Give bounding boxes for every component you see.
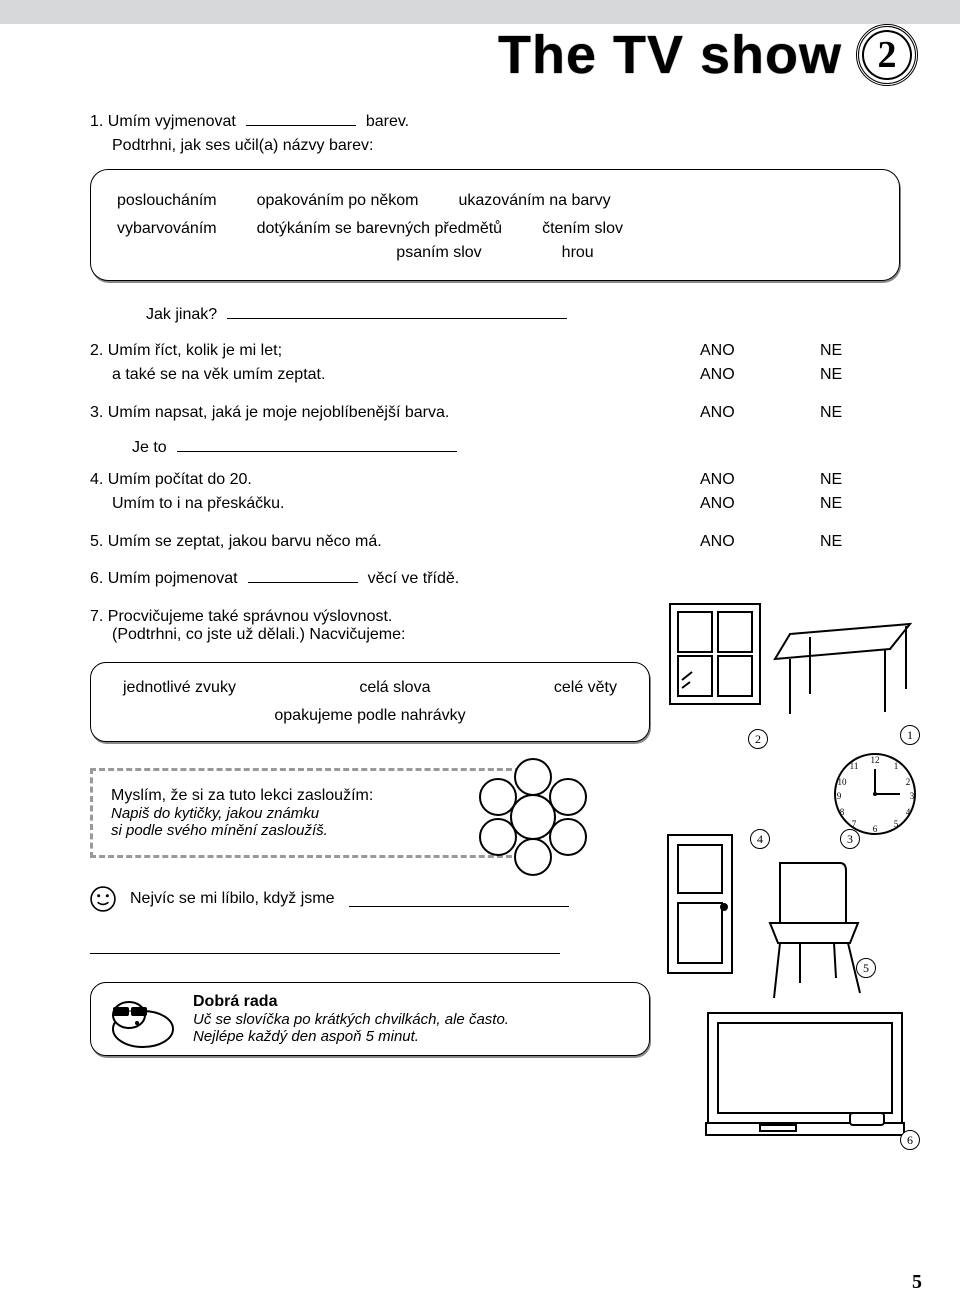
jak-jinak-row: Jak jinak?: [146, 303, 900, 324]
je-to-label: Je to: [132, 439, 167, 457]
q1-blank[interactable]: [246, 110, 356, 126]
mascot-icon: [101, 989, 177, 1049]
img-label-1: 1: [900, 725, 920, 745]
q3-no[interactable]: NE: [820, 404, 900, 422]
je-to-blank[interactable]: [177, 436, 457, 452]
favourite-blank[interactable]: [349, 891, 569, 907]
unit-title: The TV show: [498, 24, 842, 86]
q1-suffix: barev.: [366, 113, 409, 131]
pron-option[interactable]: opakujeme podle nahrávky: [115, 707, 625, 725]
q5-yes[interactable]: ANO: [700, 533, 780, 551]
think-line2: Napiš do kytičky, jakou známku: [111, 805, 509, 822]
page-number: 5: [912, 1271, 922, 1294]
svg-text:1: 1: [894, 761, 899, 771]
method-option[interactable]: vybarvováním: [117, 220, 217, 238]
door-icon: [660, 829, 740, 979]
blackboard-icon: [700, 1005, 910, 1145]
think-line1: Myslím, že si za tuto lekci zasloužím:: [111, 787, 509, 805]
method-option[interactable]: ukazováním na barvy: [459, 192, 611, 210]
q7b: (Podtrhni, co jste už dělali.) Nacvičuje…: [112, 626, 650, 644]
q6-prefix: 6. Umím pojmenovat: [90, 570, 238, 588]
q4b: Umím to i na přeskáčku.: [90, 495, 660, 513]
q4a-no[interactable]: NE: [820, 471, 900, 489]
question-6: 6. Umím pojmenovat věcí ve třídě.: [90, 567, 900, 588]
favourite-row: Nejvíc se mi líbilo, když jsme: [90, 886, 650, 912]
q7a: 7. Procvičujeme také správnou výslovnost…: [90, 608, 650, 626]
q2b-yes[interactable]: ANO: [700, 366, 780, 384]
favourite-line2[interactable]: [90, 928, 560, 954]
q2a-no[interactable]: NE: [820, 342, 900, 360]
q2b: a také se na věk umím zeptat.: [90, 366, 660, 384]
smile-text: Nejvíc se mi líbilo, když jsme: [130, 890, 335, 908]
q2a: 2. Umím říct, kolik je mi let;: [90, 342, 660, 360]
clock-icon: 1212 345 678 91011: [830, 749, 920, 839]
img-label-5: 5: [856, 958, 876, 978]
tip-title: Dobrá rada: [193, 993, 509, 1011]
methods-box: posloucháním opakováním po někom ukazová…: [90, 169, 900, 281]
svg-text:9: 9: [837, 791, 842, 801]
q4b-yes[interactable]: ANO: [700, 495, 780, 513]
q2b-no[interactable]: NE: [820, 366, 900, 384]
yes-no-grid-2: 4. Umím počítat do 20. ANO NE Umím to i …: [90, 471, 900, 551]
svg-text:2: 2: [906, 777, 911, 787]
flower-icon[interactable]: [473, 757, 593, 877]
smile-icon: [90, 886, 116, 912]
think-line3: si podle svého mínění zasloužíš.: [111, 822, 509, 839]
q4a: 4. Umím počítat do 20.: [90, 471, 660, 489]
tip-line2: Nejlépe každý den aspoň 5 minut.: [193, 1028, 509, 1045]
window-table-icon: [660, 594, 920, 724]
img-label-6: 6: [900, 1130, 920, 1150]
svg-text:7: 7: [852, 819, 857, 829]
q3: 3. Umím napsat, jaká je moje nejoblíbeně…: [90, 404, 660, 422]
unit-header: The TV show 2: [0, 18, 960, 110]
method-option[interactable]: čtením slov: [542, 220, 623, 238]
q3-yes[interactable]: ANO: [700, 404, 780, 422]
method-option[interactable]: posloucháním: [117, 192, 217, 210]
img-label-2: 2: [748, 729, 768, 749]
img-label-4: 4: [750, 829, 770, 849]
je-to-row: Je to: [132, 436, 900, 457]
method-option[interactable]: dotýkáním se barevných předmětů: [257, 220, 502, 238]
chair-icon: [750, 853, 880, 1003]
self-grade-box: Myslím, že si za tuto lekci zasloužím: N…: [90, 768, 530, 858]
q5: 5. Umím se zeptat, jakou barvu něco má.: [90, 533, 660, 551]
svg-text:12: 12: [871, 755, 880, 765]
svg-text:8: 8: [840, 807, 845, 817]
method-option[interactable]: psaním slov: [396, 244, 481, 262]
q4b-no[interactable]: NE: [820, 495, 900, 513]
q6-suffix: věcí ve třídě.: [368, 570, 460, 588]
method-option[interactable]: opakováním po někom: [257, 192, 419, 210]
jak-jinak-blank[interactable]: [227, 303, 567, 319]
tip-box: Dobrá rada Uč se slovíčka po krátkých ch…: [90, 982, 650, 1056]
img-label-3: 3: [840, 829, 860, 849]
svg-text:11: 11: [850, 761, 859, 771]
q6-blank[interactable]: [248, 567, 358, 583]
pronunciation-box: jednotlivé zvuky celá slova celé věty op…: [90, 662, 650, 742]
svg-text:10: 10: [838, 777, 848, 787]
q1-prefix: 1. Umím vyjmenovat: [90, 113, 236, 131]
q4a-yes[interactable]: ANO: [700, 471, 780, 489]
pron-option[interactable]: jednotlivé zvuky: [123, 679, 236, 697]
yes-no-grid: 2. Umím říct, kolik je mi let; ANO NE a …: [90, 342, 900, 422]
svg-text:5: 5: [894, 819, 899, 829]
svg-text:3: 3: [910, 791, 915, 801]
pron-option[interactable]: celá slova: [359, 679, 430, 697]
q1-instruction: Podtrhni, jak ses učil(a) názvy barev:: [112, 137, 900, 155]
q5-no[interactable]: NE: [820, 533, 900, 551]
svg-text:4: 4: [906, 807, 911, 817]
tip-line1: Uč se slovíčka po krátkých chvilkách, al…: [193, 1011, 509, 1028]
question-1: 1. Umím vyjmenovat barev. Podtrhni, jak …: [90, 110, 900, 155]
unit-number-badge: 2: [856, 24, 918, 86]
jak-jinak-label: Jak jinak?: [146, 306, 217, 324]
pron-option[interactable]: celé věty: [554, 679, 617, 697]
method-option[interactable]: hrou: [562, 244, 594, 262]
classroom-illustrations: 1 2 1212 345 678 91011: [660, 594, 920, 1150]
q2a-yes[interactable]: ANO: [700, 342, 780, 360]
